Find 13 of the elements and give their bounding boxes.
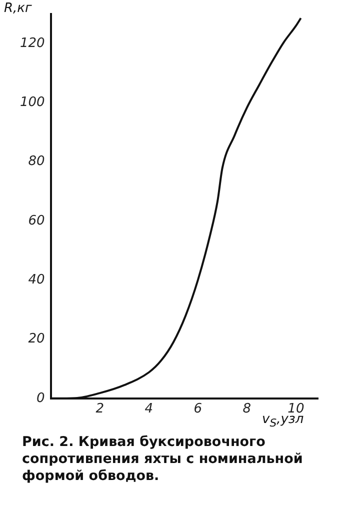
y-tick-label: 60 xyxy=(28,213,45,228)
x-tick-label: 2 xyxy=(96,402,104,417)
y-tick-label: 100 xyxy=(20,95,45,110)
y-tick-label: 20 xyxy=(28,332,45,347)
x-tick-label: 6 xyxy=(194,402,202,417)
x-tick-label: 4 xyxy=(144,402,154,417)
y-tick-label: 0 xyxy=(36,390,45,406)
y-axis-title: R,кг xyxy=(4,1,32,16)
y-tick-label: 40 xyxy=(28,272,45,288)
text: Рис. 2. Кривая буксировочного сопротивпения яхты с номинальной формой обводов. xyxy=(22,434,304,485)
y-tick-label: 80 xyxy=(28,154,45,170)
y-tick-label: 120 xyxy=(20,36,45,51)
x-tick-label: 8 xyxy=(242,402,252,417)
